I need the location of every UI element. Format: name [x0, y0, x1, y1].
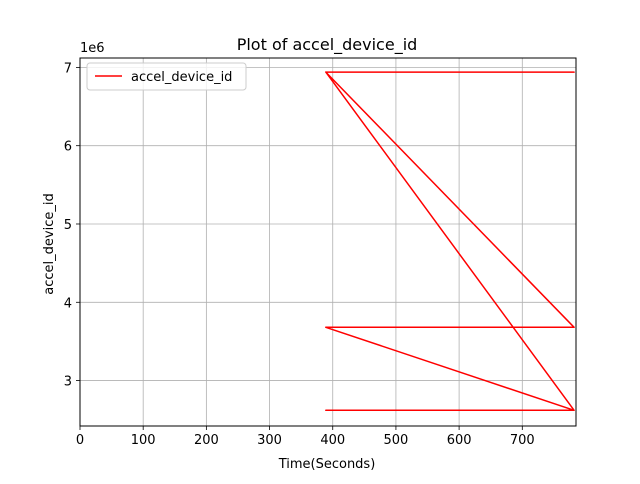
series-lines: [325, 71, 575, 412]
y-tick-label: 7: [64, 61, 72, 76]
x-tick-label: 400: [320, 433, 345, 448]
y-axis-ticks: 3 4 5 6 7: [64, 61, 80, 390]
x-tick-label: 300: [257, 433, 282, 448]
x-axis-ticks: 0 100 200 300 400 500 600 700: [76, 426, 535, 448]
chart-title: Plot of accel_device_id: [237, 35, 418, 55]
x-tick-label: 0: [76, 433, 84, 448]
x-tick-label: 500: [384, 433, 409, 448]
y-axis-offset-label: 1e6: [80, 41, 105, 56]
x-tick-label: 100: [131, 433, 156, 448]
legend: accel_device_id: [86, 62, 247, 91]
x-tick-label: 200: [194, 433, 219, 448]
y-tick-label: 4: [64, 296, 72, 311]
y-tick-label: 3: [64, 375, 72, 390]
x-axis-label: Time(Seconds): [278, 457, 376, 472]
x-tick-label: 600: [447, 433, 472, 448]
y-axis-label: accel_device_id: [42, 193, 57, 294]
legend-entry-label: accel_device_id: [131, 70, 232, 85]
x-tick-label: 700: [510, 433, 535, 448]
series-line-accel-device-id: [325, 71, 575, 412]
legend-box: [86, 62, 247, 91]
y-tick-label: 5: [64, 218, 72, 233]
axes-frame: [79, 57, 577, 427]
grid-lines: [79, 58, 576, 426]
y-tick-label: 6: [64, 140, 72, 155]
